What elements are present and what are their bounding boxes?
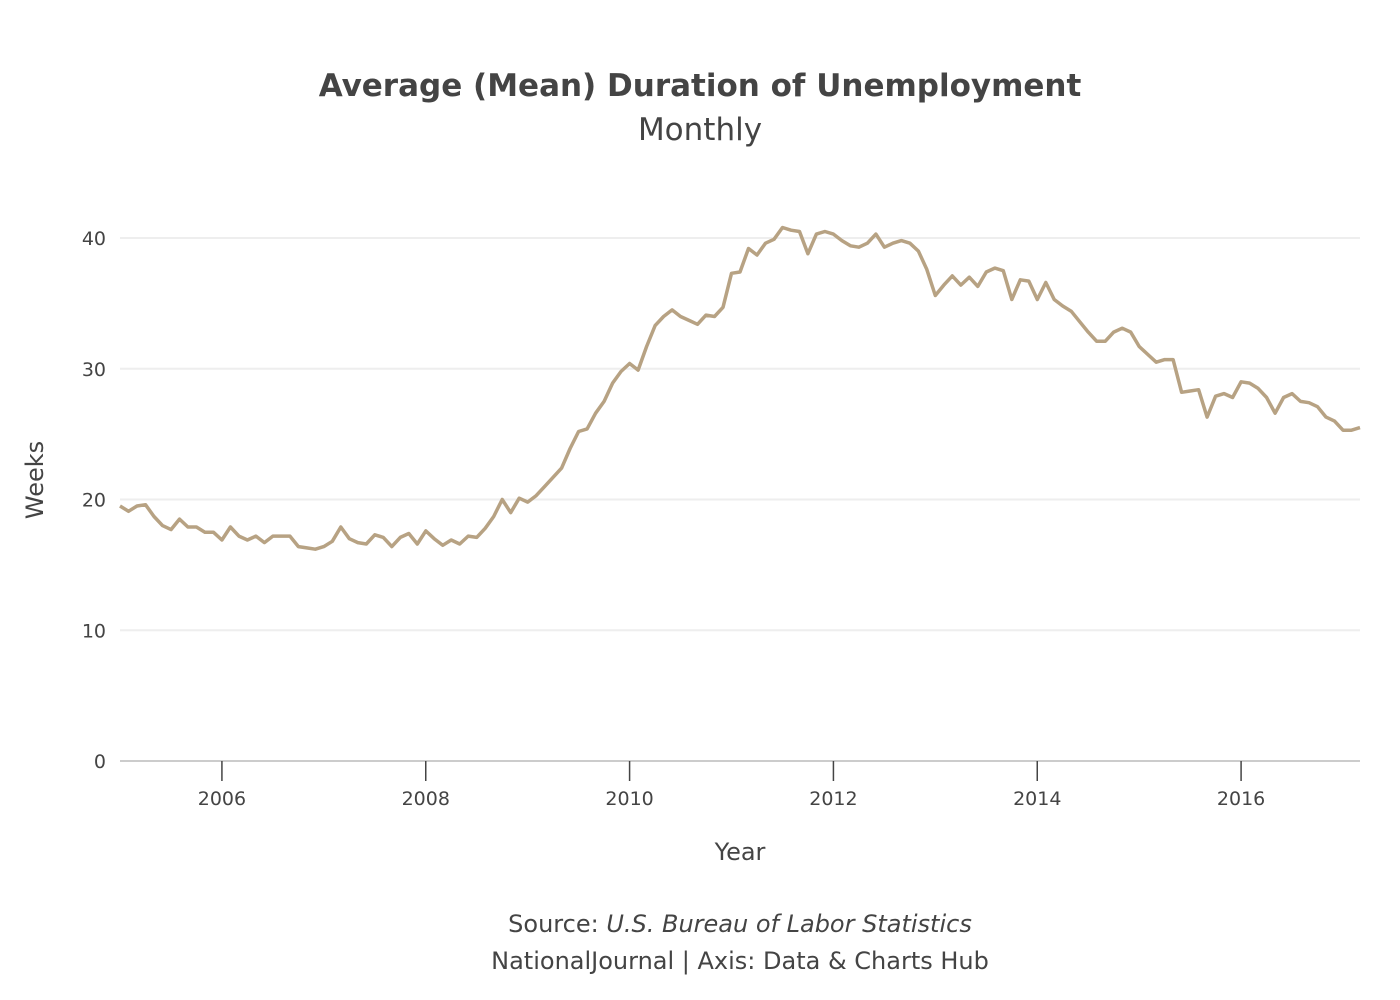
chart-subtitle: Monthly (637, 112, 763, 148)
x-tick-label: 2008 (402, 788, 450, 810)
y-tick-label: 30 (82, 359, 106, 381)
y-tick-label: 0 (94, 751, 106, 773)
x-axis: 2006 2008 2010 2012 2014 2016 (120, 760, 1360, 810)
x-axis-label: Year (714, 838, 766, 866)
source-note: Source: U.S. Bureau of Labor Statistics (0, 910, 1400, 938)
chart-title: Average (Mean) Duration of Unemployment (318, 68, 1082, 104)
x-tick-label: 2012 (809, 788, 857, 810)
source-name: U.S. Bureau of Labor Statistics (606, 910, 972, 938)
y-tick-label: 10 (82, 620, 106, 642)
x-tick-label: 2006 (198, 788, 246, 810)
x-tick-label: 2010 (605, 788, 653, 810)
y-tick-label: 40 (82, 228, 106, 250)
credit-note: NationalJournal | Axis: Data & Charts Hu… (491, 947, 989, 975)
series-line (119, 225, 1361, 551)
y-tick-label: 20 (82, 490, 106, 512)
x-tick-label: 2016 (1217, 788, 1265, 810)
x-tick-label: 2014 (1013, 788, 1061, 810)
gridlines (120, 237, 1360, 632)
y-axis: 0 10 20 30 40 (82, 228, 106, 773)
y-axis-label: Weeks (21, 440, 49, 520)
source-prefix: Source: (508, 910, 607, 938)
